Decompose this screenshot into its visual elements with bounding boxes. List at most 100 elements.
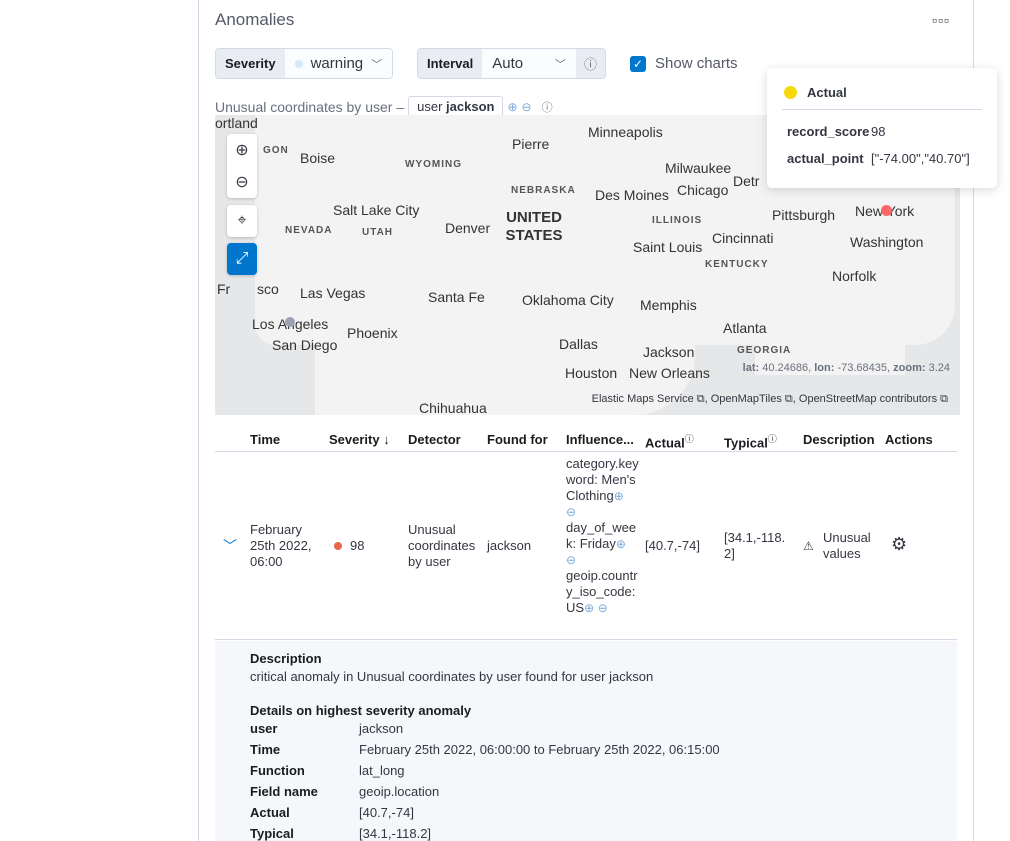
crosshair-icon[interactable]: ⌖ <box>237 212 247 229</box>
cell-severity: 98 <box>334 538 364 554</box>
chevron-down-icon: ﹀ <box>554 58 566 71</box>
map-city-label: Cincinnati <box>712 230 774 246</box>
column-found-for[interactable]: Found for <box>487 432 548 447</box>
map-city-label: Norfolk <box>832 268 877 284</box>
map-city-label: Pittsburgh <box>772 207 836 223</box>
warning-icon: ⚠ <box>803 539 814 553</box>
help-icon[interactable]: ⓘ <box>541 101 553 114</box>
zoom-controls: ⊕ ⊖ <box>227 134 257 198</box>
tooltip-value: ["-74.00","40.70"] <box>871 151 970 166</box>
influencer: day_of_week: Friday <box>566 520 637 551</box>
column-time[interactable]: Time <box>250 432 281 447</box>
collapse-chevron-icon[interactable]: ﹀ <box>223 538 237 554</box>
cell-influencers: category.keyword: Men's Clothing⊕ ⊖ day_o… <box>566 456 640 616</box>
show-charts-checkbox[interactable]: ✓ Show charts <box>630 55 738 72</box>
check-icon: ✓ <box>630 55 646 72</box>
remove-filter-icon[interactable]: ⊖ <box>597 601 608 615</box>
details-heading: Details on highest severity anomaly <box>250 703 472 718</box>
interval-value: Auto <box>492 55 524 72</box>
sort-down-icon: ↓ <box>383 432 390 447</box>
column-actions: Actions <box>885 432 933 447</box>
detail-value: [34.1,-118.2] <box>359 826 432 841</box>
zoom-out-icon[interactable]: ⊖ <box>235 174 249 191</box>
attribution-link[interactable]: OpenStreetMap contributors <box>798 393 938 405</box>
add-filter-icon[interactable]: ⊕ <box>584 601 595 615</box>
tooltip-value: 98 <box>871 124 886 139</box>
column-actual[interactable]: Actualⓘ <box>645 434 694 451</box>
help-icon: ⓘ <box>684 434 694 444</box>
table-row: ﹀ February 25th 2022, 06:00 98 Unusual c… <box>215 452 957 640</box>
map-city-label: Pierre <box>512 136 550 152</box>
map-state-label: NEBRASKA <box>511 185 576 196</box>
interval-select[interactable]: Interval Auto ﹀ ⓘ <box>417 48 606 79</box>
map-state-label: WYOMING <box>405 159 462 170</box>
tooltip-key: record_score <box>787 124 870 139</box>
map-city-label: Atlanta <box>723 320 767 336</box>
column-description[interactable]: Description <box>803 432 875 447</box>
typical-point-marker[interactable] <box>285 317 295 327</box>
map-city-label: Denver <box>445 220 491 236</box>
interval-label: Interval <box>418 49 483 78</box>
cell-typical: [34.1,-118.2] <box>724 530 786 561</box>
map-state-label: GEORGIA <box>737 345 792 356</box>
remove-filter-icon[interactable]: ⊖ <box>566 505 577 519</box>
detail-key: Field name <box>250 784 318 799</box>
severity-label: Severity <box>216 49 285 78</box>
remove-filter-icon[interactable]: ⊖ <box>566 553 577 567</box>
expand-icon[interactable]: ⤢ <box>235 250 249 267</box>
detail-value: February 25th 2022, 06:00:00 to February… <box>359 742 720 757</box>
cell-description: Unusual values <box>823 530 871 561</box>
attribution-link[interactable]: OpenMapTiles <box>710 393 782 405</box>
map-attribution: Elastic Maps Service ⧉, OpenMapTiles ⧉, … <box>591 393 948 405</box>
cell-found-for: jackson <box>487 538 532 553</box>
map-state-label: ILLINOIS <box>652 215 703 226</box>
attribution-link[interactable]: Elastic Maps Service <box>591 393 694 405</box>
column-severity[interactable]: Severity ↓ <box>329 432 390 447</box>
map-tooltip: Actual record_score 98 actual_point ["-7… <box>767 68 997 188</box>
add-filter-icon[interactable]: ⊕ <box>507 99 518 114</box>
map-city-label: Memphis <box>640 297 697 313</box>
map-city-label: Detr <box>733 173 760 189</box>
column-influencers[interactable]: Influence... <box>566 432 634 447</box>
detail-value: geoip.location <box>359 784 440 799</box>
help-icon[interactable]: ⓘ <box>575 49 605 78</box>
anomaly-map[interactable]: ortland Boise Pierre Minneapolis Milwaukee Ch… <box>215 115 960 415</box>
ellipsis-icon[interactable]: ▫▫▫ <box>932 12 950 28</box>
description-label: Description <box>250 651 322 666</box>
map-city-label: Santa Fe <box>428 289 485 305</box>
detail-key: Time <box>250 742 281 757</box>
map-city-label: New Orleans <box>629 365 710 381</box>
column-typical[interactable]: Typicalⓘ <box>724 434 777 451</box>
map-city-label: Las Vegas <box>300 285 366 301</box>
detail-value: lat_long <box>359 763 405 778</box>
severity-dot-icon <box>334 542 342 550</box>
actual-point-marker[interactable] <box>881 205 892 216</box>
cell-detector: Unusual coordinates by user <box>408 522 476 569</box>
detail-key: user <box>250 721 278 736</box>
gear-icon[interactable]: ⚙ <box>891 534 908 554</box>
map-state-label: KENTUCKY <box>705 259 769 270</box>
detail-key: Actual <box>250 805 290 820</box>
influencer: category.keyword: Men's Clothing <box>566 456 639 503</box>
map-city-label: Oklahoma City <box>522 292 614 308</box>
map-city-label: Boise <box>300 150 336 166</box>
column-detector[interactable]: Detector <box>408 432 461 447</box>
entity-field: user <box>417 99 443 114</box>
map-city-label: San Diego <box>272 337 338 353</box>
influencer: geoip.country_iso_code: US <box>566 568 638 615</box>
chevron-down-icon: ﹀ <box>371 58 383 71</box>
map-city-label: Saint Louis <box>633 239 703 255</box>
entity-value: jackson <box>446 99 495 114</box>
add-filter-icon[interactable]: ⊕ <box>615 537 626 551</box>
locate-control: ⌖ <box>227 205 257 237</box>
detail-value: jackson <box>359 721 404 736</box>
cell-time: February 25th 2022, 06:00 <box>250 522 312 569</box>
map-country-label: UNITED STATES <box>505 209 563 244</box>
remove-filter-icon[interactable]: ⊖ <box>521 99 532 114</box>
add-filter-icon[interactable]: ⊕ <box>613 489 624 503</box>
show-charts-label: Show charts <box>655 55 738 72</box>
severity-select[interactable]: Severity warning ﹀ <box>215 48 393 79</box>
chart-subtitle: Unusual coordinates by user – user jacks… <box>215 96 553 117</box>
map-state-label: GON <box>263 145 289 156</box>
zoom-in-icon[interactable]: ⊕ <box>235 142 249 159</box>
